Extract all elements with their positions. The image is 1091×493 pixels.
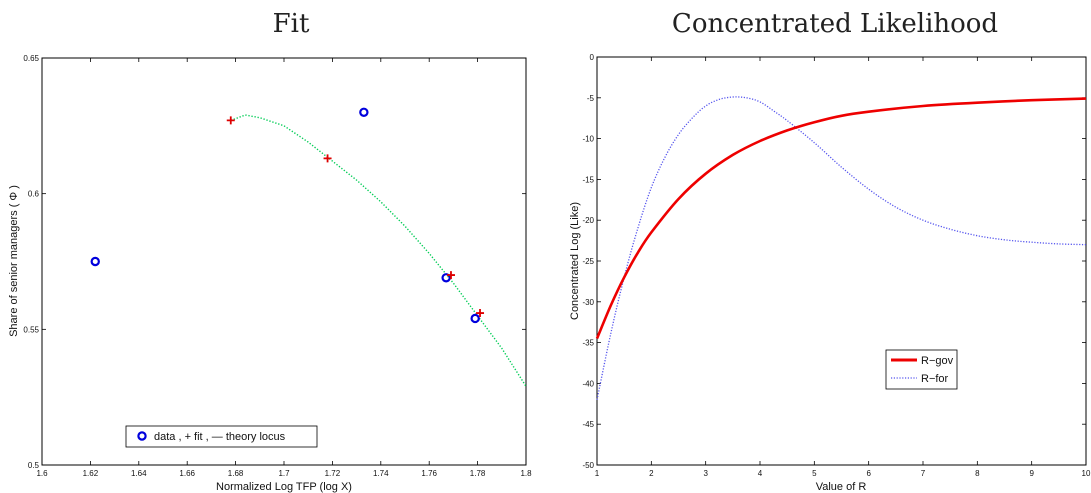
likelihood-y-tick-label: -10 [582,135,594,144]
fit-x-tick-label: 1.66 [179,469,195,478]
data-point [470,313,480,324]
likelihood-chart: Concentrated Likelihood 1 2 3 4 5 6 7 8 9 10 0 -5 -1… [569,9,1091,493]
r-gov-line [595,97,1087,340]
fit-y-tick-label: 0.5 [28,461,40,470]
fit-legend: data , + fit , — theory locus [125,425,318,448]
fit-y-axis-label: Share of senior managers ( Φ ) [8,185,20,337]
fit-legend-box [125,425,318,448]
likelihood-chart-title: Concentrated Likelihood [672,9,998,39]
likelihood-x-tick-label: 10 [1082,469,1091,478]
likelihood-x-axis-label: Value of R [816,481,867,493]
likelihood-legend: R−gov R−for [885,349,958,390]
fit-x-tick-label: 1.68 [228,469,244,478]
likelihood-y-tick-label: -40 [582,379,594,388]
fit-legend-data-marker [137,431,147,441]
likelihood-x-tick-label: 3 [703,469,708,478]
fit-x-tick-label: 1.7 [278,469,290,478]
legend-r-gov-label: R−gov [921,355,954,367]
legend-r-for-label: R−for [921,373,949,385]
likelihood-x-tick-label: 7 [921,469,926,478]
likelihood-x-tick-label: 9 [1029,469,1034,478]
theory-locus-line [230,114,527,387]
likelihood-x-tick-label: 2 [649,469,654,478]
likelihood-x-tick-label: 6 [866,469,871,478]
fit-point [323,154,332,163]
likelihood-y-tick-label: -35 [582,339,594,348]
likelihood-x-tick-label: 8 [975,469,980,478]
fit-x-tick-label: 1.74 [373,469,389,478]
likelihood-x-tick-label: 1 [595,469,600,478]
data-point [359,107,369,117]
likelihood-y-tick-label: -5 [587,94,595,103]
likelihood-y-tick-label: -15 [582,175,594,184]
likelihood-marks [595,96,1087,400]
fit-y-tick-label: 0.65 [23,54,39,63]
likelihood-y-tick-label: -45 [582,420,594,429]
fit-marks [90,107,527,387]
likelihood-x-tick-label: 4 [758,469,763,478]
fit-x-axis-label: Normalized Log TFP (log X) [216,481,352,493]
likelihood-y-tick-label: -50 [582,461,594,470]
fit-chart: Fit 1.6 1.62 1.64 1.66 1.68 1.7 1.72 1.74 1.76 1.… [8,9,532,493]
likelihood-x-tick-label: 5 [812,469,817,478]
fit-point [226,116,235,125]
fit-x-tick-label: 1.78 [470,469,486,478]
fit-x-tick-label: 1.72 [325,469,341,478]
fit-y-tick-label: 0.6 [28,190,40,199]
data-point [441,273,451,283]
fit-ticks: 1.6 1.62 1.64 1.66 1.68 1.7 1.72 1.74 1.76 1.78 1.… [23,54,532,478]
data-point [90,256,100,267]
fit-x-tick-label: 1.6 [36,469,48,478]
likelihood-y-tick-label: -25 [582,257,594,266]
likelihood-y-tick-label: -30 [582,298,594,307]
likelihood-y-axis-label: Concentrated Log (Like) [569,202,581,320]
fit-x-tick-label: 1.62 [83,469,99,478]
fit-y-tick-label: 0.55 [23,325,39,334]
fit-x-tick-label: 1.76 [421,469,437,478]
r-for-line [596,96,1087,400]
fit-chart-title: Fit [273,9,310,39]
likelihood-y-tick-label: 0 [590,53,595,62]
fit-point [476,309,485,318]
fit-legend-text: data , + fit , — theory locus [154,431,286,443]
likelihood-ticks: 1 2 3 4 5 6 7 8 9 10 0 -5 -10 -15 -20 -25 -30 -35 -40 -45 -5… [582,53,1091,478]
likelihood-legend-box [885,349,958,390]
fit-x-tick-label: 1.64 [131,469,147,478]
fit-x-tick-label: 1.8 [520,469,532,478]
fit-point [446,271,455,280]
likelihood-y-tick-label: -20 [582,216,594,225]
